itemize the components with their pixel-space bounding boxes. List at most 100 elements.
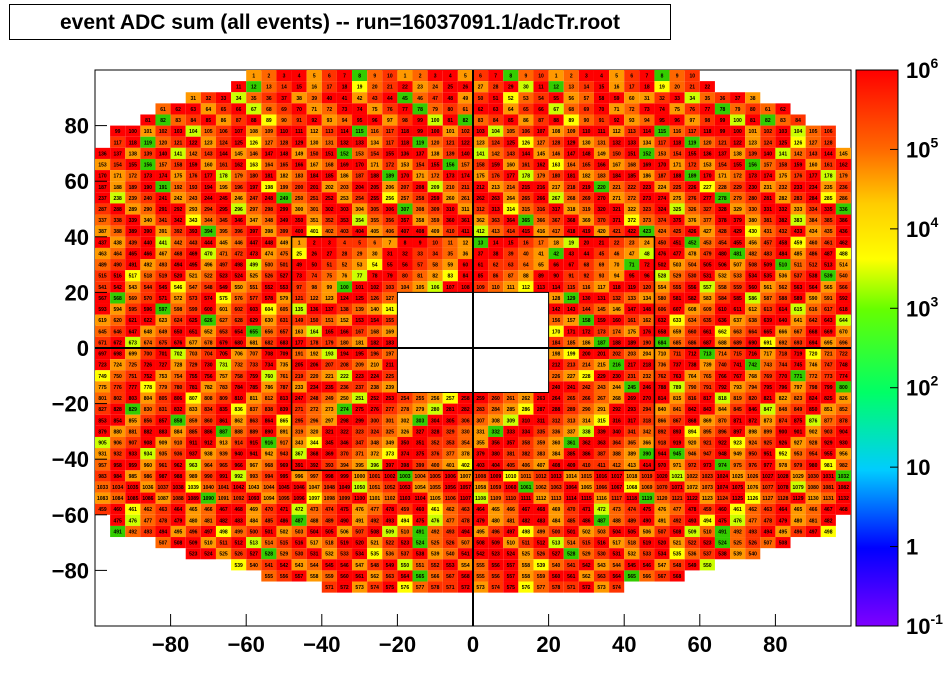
cell-label: 181 [567, 174, 576, 180]
heatmap-cell [578, 581, 594, 593]
heatmap-cell [155, 192, 171, 204]
cell-label: 516 [114, 274, 123, 280]
heatmap-cell [321, 158, 337, 171]
cell-label: 539 [537, 563, 546, 569]
heatmap-cell [805, 481, 821, 493]
inner-cell [593, 459, 610, 471]
heatmap-cell [820, 303, 836, 315]
heatmap-cell [684, 359, 700, 371]
heatmap-cell [336, 514, 353, 526]
cell-label: 59 [448, 263, 454, 269]
heatmap-cell [654, 147, 670, 159]
cell-label: 1016 [596, 474, 607, 480]
cell-label: 1076 [747, 485, 758, 491]
inner-cell [306, 281, 322, 293]
heatmap-cell [231, 125, 247, 137]
inner-cell [306, 259, 322, 271]
heatmap-cell [639, 570, 655, 582]
heatmap-cell [200, 136, 216, 148]
heatmap-cell [578, 492, 594, 504]
heatmap-cell [775, 425, 791, 437]
inner-cell [336, 292, 353, 304]
heatmap-cell [699, 314, 715, 326]
cell-label: 813 [280, 396, 289, 402]
inner-cell [291, 381, 307, 393]
heatmap-cell [488, 92, 504, 104]
heatmap-cell [835, 481, 851, 493]
heatmap-cell [790, 281, 806, 293]
cell-label: 510 [507, 541, 516, 547]
heatmap-cell [185, 125, 201, 137]
heatmap-cell [125, 259, 141, 271]
heatmap-cell [246, 203, 262, 215]
inner-cell [518, 259, 534, 271]
cell-label: 39 [508, 251, 514, 257]
heatmap-cell [306, 158, 322, 171]
heatmap-cell [321, 170, 337, 182]
cell-label: 523 [703, 541, 712, 547]
cell-label: 940 [234, 452, 243, 458]
heatmap-cell [805, 181, 821, 193]
cell-label: 766 [718, 374, 727, 380]
cell-label: 876 [809, 418, 818, 424]
cell-label: 882 [144, 429, 153, 435]
cell-label: 168 [628, 163, 637, 169]
cell-label: 922 [718, 441, 727, 447]
cell-label: 911 [189, 441, 197, 447]
heatmap-cell [412, 214, 428, 226]
heatmap-cell [336, 114, 353, 126]
cell-label: 422 [628, 229, 637, 235]
heatmap-cell [488, 559, 504, 571]
cell-label: 489 [628, 518, 637, 524]
heatmap-cell [140, 381, 156, 393]
cell-label: 600 [204, 307, 213, 313]
heatmap-cell [155, 181, 171, 193]
cell-label: 245 [219, 196, 228, 202]
cell-label: 195 [219, 185, 228, 191]
inner-cell [578, 425, 594, 437]
heatmap-cell [775, 192, 791, 204]
heatmap-cell [140, 136, 156, 148]
inner-cell [367, 281, 383, 293]
inner-cell [352, 236, 368, 248]
heatmap-cell [684, 459, 700, 471]
cell-label: 275 [355, 407, 364, 413]
heatmap-cell [714, 270, 731, 282]
cell-label: 387 [98, 229, 107, 235]
heatmap-cell [95, 181, 111, 193]
heatmap-cell [518, 114, 534, 126]
cell-label: 320 [597, 207, 606, 213]
cell-label: 329 [733, 207, 742, 213]
inner-cell [639, 247, 655, 260]
cell-label: 744 [779, 363, 788, 369]
heatmap-cell [503, 92, 519, 104]
cell-label: 102 [371, 285, 380, 291]
heatmap-cell [473, 225, 489, 237]
heatmap-cell [215, 225, 232, 237]
cell-label: 132 [612, 296, 621, 302]
cell-label: 869 [703, 418, 712, 424]
heatmap-cell [654, 381, 670, 393]
cell-label: 257 [401, 196, 410, 202]
heatmap-cell [714, 225, 731, 237]
heatmap-cell [775, 470, 791, 482]
cell-label: 494 [703, 518, 712, 524]
cell-label: 3 [283, 74, 286, 80]
heatmap-cell [321, 581, 337, 593]
heatmap-cell [730, 414, 746, 426]
heatmap-cell [730, 359, 746, 371]
cell-label: 477 [371, 507, 380, 513]
heatmap-cell [684, 125, 700, 137]
heatmap-cell [336, 192, 353, 204]
heatmap-cell [714, 548, 731, 560]
inner-cell [548, 403, 564, 415]
cell-label: 963 [189, 463, 198, 469]
heatmap-cell [548, 514, 564, 526]
heatmap-cell [503, 103, 519, 115]
cell-label: 577 [250, 296, 259, 302]
inner-cell [624, 448, 640, 460]
heatmap-cell [140, 414, 156, 426]
heatmap-cell [352, 225, 368, 237]
heatmap-cell [669, 548, 685, 560]
heatmap-cell [291, 225, 307, 237]
